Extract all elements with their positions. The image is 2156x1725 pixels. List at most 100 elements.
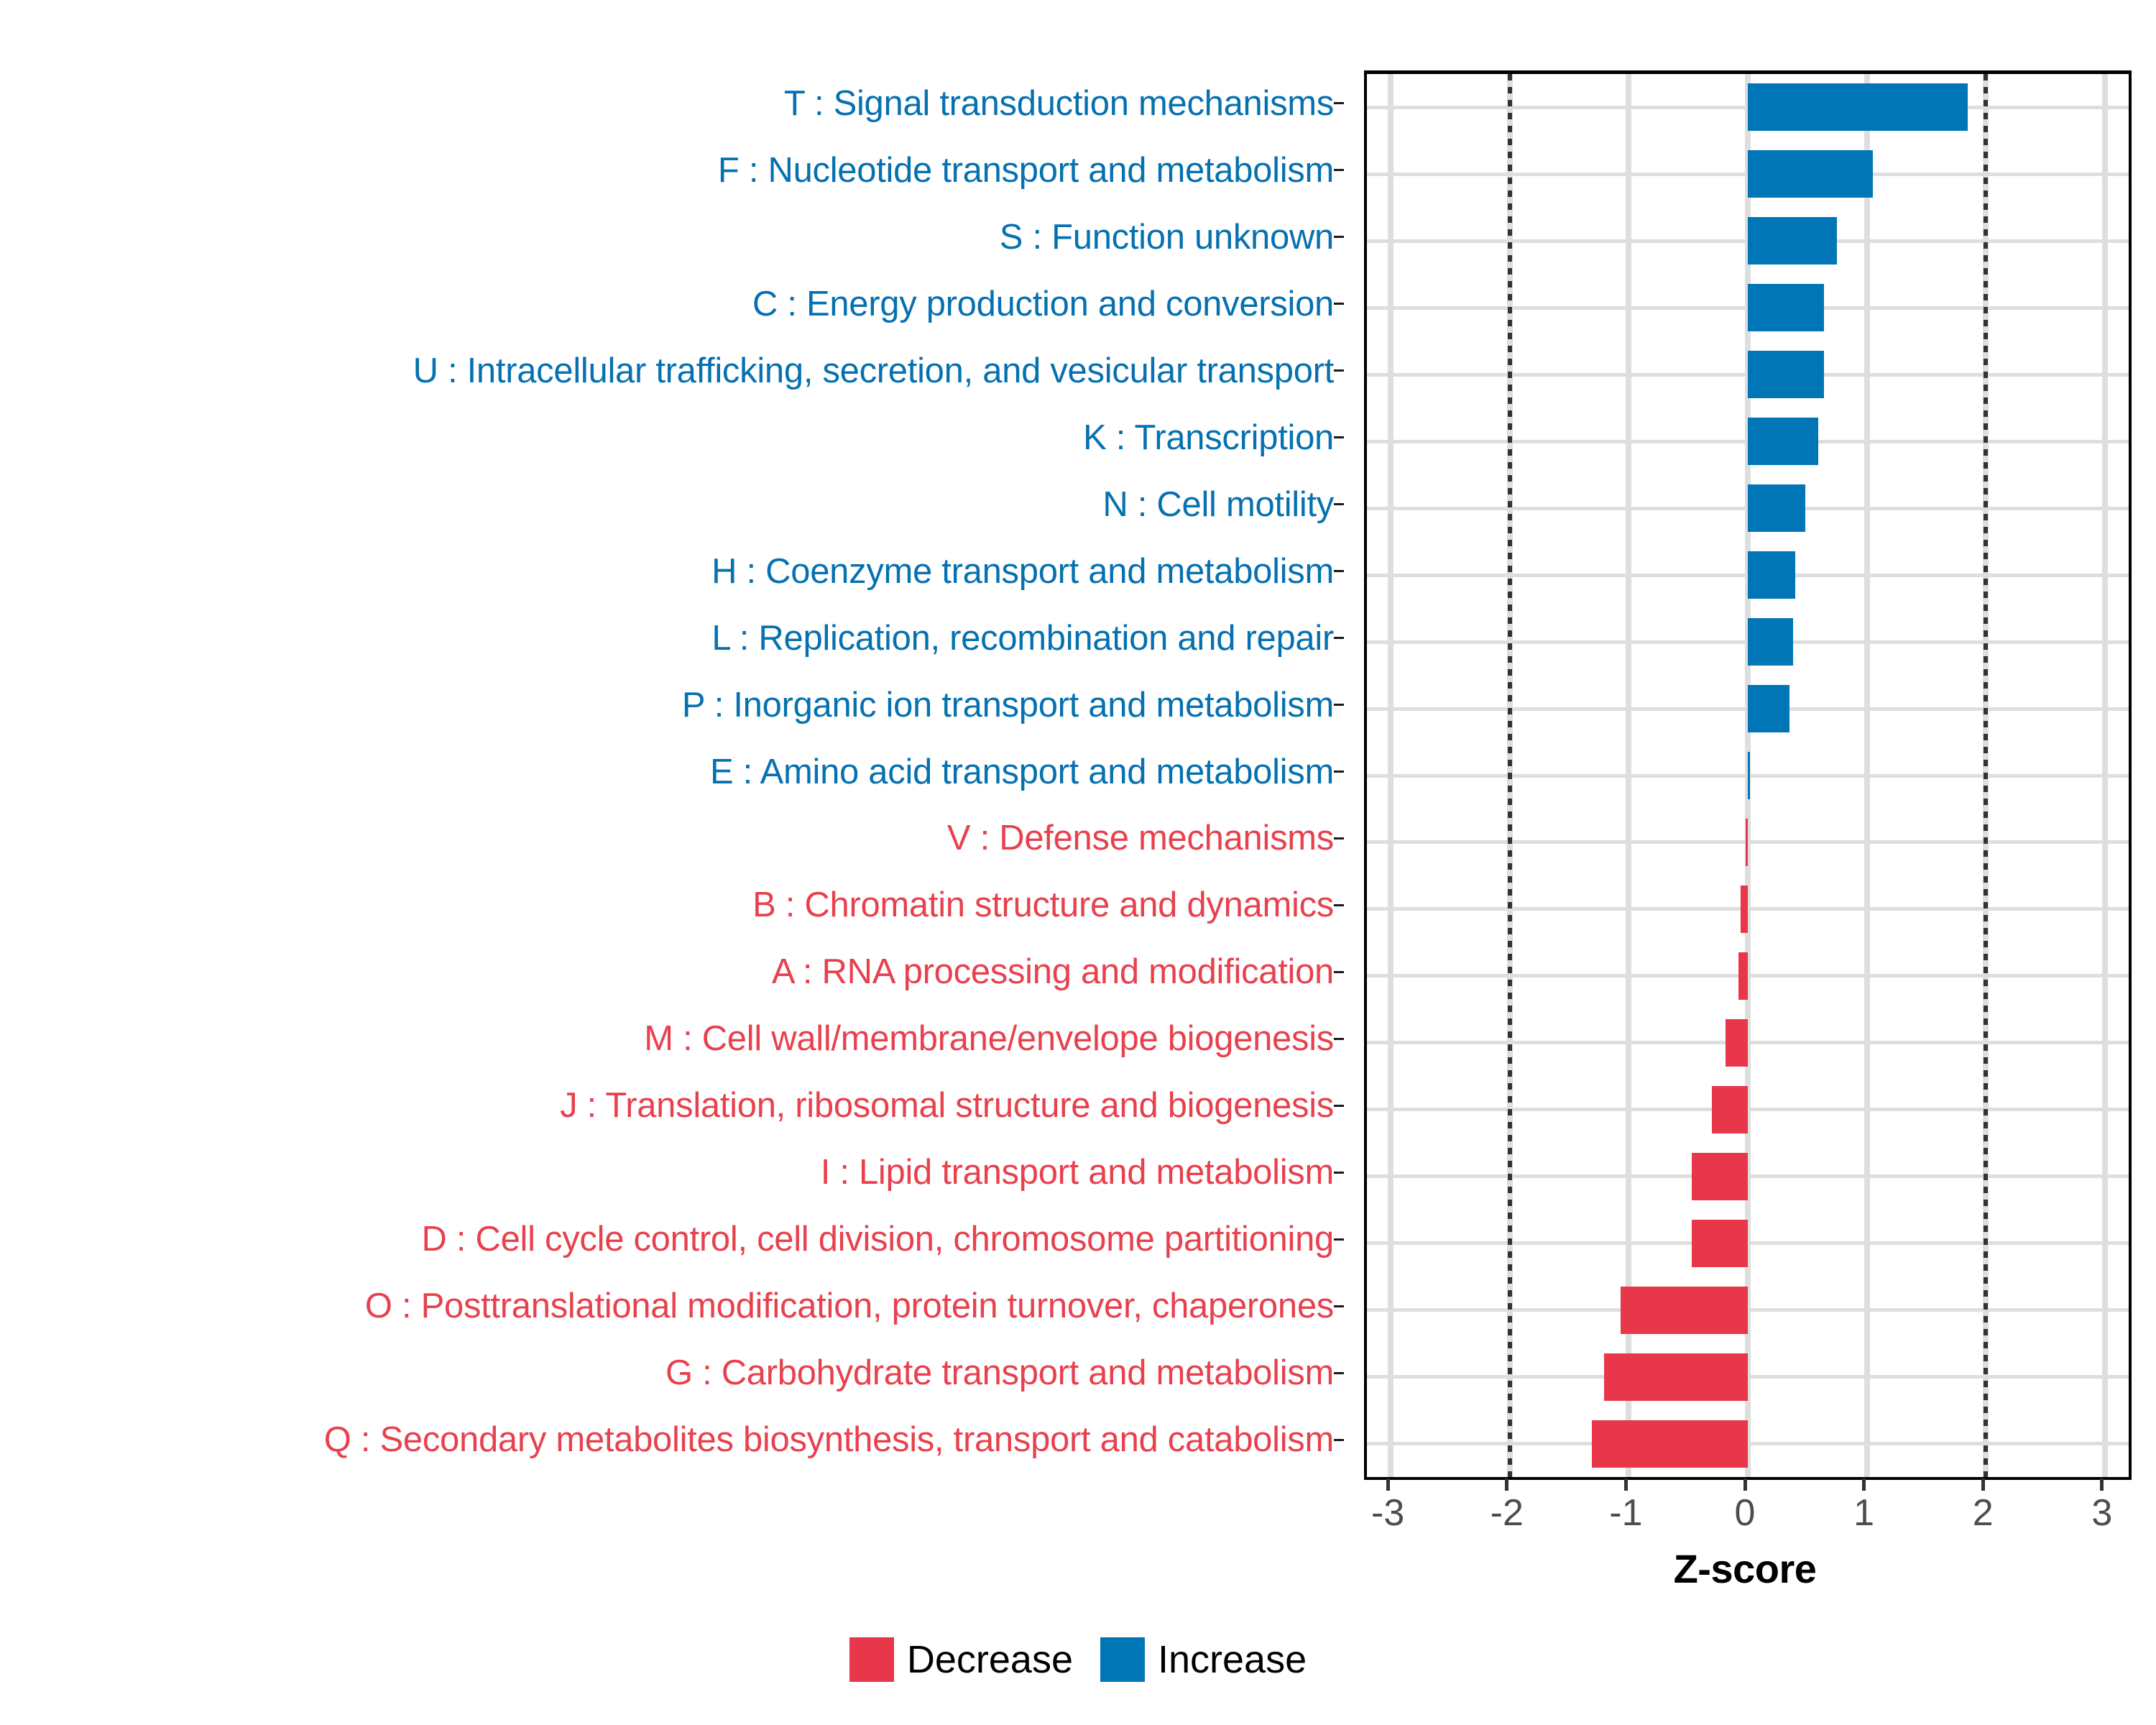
bar [1748,752,1751,799]
bar [1748,484,1805,533]
category-label-row: F : Nucleotide transport and metabolism [0,149,1344,192]
legend-swatch [849,1637,894,1682]
legend-swatch [1100,1637,1145,1682]
bar [1712,1085,1748,1133]
category-label: P : Inorganic ion transport and metaboli… [681,685,1334,724]
y-axis-tick-mark [1334,570,1344,573]
bar [1748,284,1824,332]
category-label: U : Intracellular trafficking, secretion… [413,351,1335,390]
bar [1741,885,1748,933]
y-axis-tick-mark [1334,1305,1344,1307]
bar [1748,685,1789,733]
x-axis-tick-label: 3 [2091,1492,2113,1534]
category-label: M : Cell wall/membrane/envelope biogenes… [644,1019,1334,1059]
category-label: N : Cell motility [1102,484,1334,524]
bar [1692,1152,1748,1200]
category-label: D : Cell cycle control, cell division, c… [421,1220,1334,1259]
gridline-vertical [2101,74,2108,1477]
bar [1592,1420,1748,1468]
y-axis-tick-mark [1334,970,1344,973]
y-axis-tick-mark [1334,169,1344,172]
bar [1748,83,1968,132]
plot-area [1367,74,2129,1477]
category-label-row: P : Inorganic ion transport and metaboli… [0,684,1344,727]
category-label: C : Energy production and conversion [752,284,1334,323]
x-axis-tick-mark [1623,1478,1628,1491]
category-label-row: O : Posttranslational modification, prot… [0,1285,1344,1328]
category-label: K : Transcription [1083,418,1334,457]
x-axis-tick-mark [1386,1478,1390,1491]
y-axis-tick-mark [1334,303,1344,305]
plot-panel [1364,70,2132,1480]
x-axis-tick-label: -1 [1609,1492,1643,1534]
x-axis-tick-mark [1981,1478,1985,1491]
category-label: O : Posttranslational modification, prot… [364,1287,1334,1326]
category-label-row: M : Cell wall/membrane/envelope biogenes… [0,1018,1344,1061]
bar [1620,1286,1748,1334]
category-label: I : Lipid transport and metabolism [820,1153,1335,1192]
x-axis-tick-label: 1 [1853,1492,1875,1534]
bar [1748,351,1824,399]
x-axis-tick-label: 2 [1972,1492,1994,1534]
category-label-row: U : Intracellular trafficking, secretion… [0,349,1344,392]
category-label-row: S : Function unknown [0,216,1344,259]
x-axis-tick-label: -2 [1490,1492,1524,1534]
y-axis-tick-mark [1334,503,1344,506]
y-axis-tick-mark [1334,770,1344,773]
category-label-row: A : RNA processing and modification [0,951,1344,994]
x-axis-tick-mark [1505,1478,1509,1491]
y-axis-tick-mark [1334,1037,1344,1040]
category-label-row: N : Cell motility [0,483,1344,526]
reference-line [1984,74,1989,1477]
gridline-vertical [1626,74,1632,1477]
category-label: V : Defense mechanisms [946,819,1334,858]
y-axis-tick-mark [1334,1171,1344,1174]
legend: Decrease Increase [0,1637,2156,1682]
category-label-row: D : Cell cycle control, cell division, c… [0,1218,1344,1261]
y-axis-tick-mark [1334,903,1344,906]
bar [1748,418,1818,466]
x-axis-tick-label: -3 [1371,1492,1405,1534]
x-axis-title: Z-score [1673,1546,1817,1591]
legend-label: Decrease [906,1638,1073,1681]
category-label-row: G : Carbohydrate transport and metabolis… [0,1352,1344,1395]
category-label: Q : Secondary metabolites biosynthesis, … [323,1420,1335,1460]
y-axis-tick-mark [1334,369,1344,372]
category-label: A : RNA processing and modification [771,952,1334,992]
category-label-row: Q : Secondary metabolites biosynthesis, … [0,1419,1344,1462]
legend-label: Increase [1157,1638,1307,1681]
legend-item: Increase [1100,1637,1307,1682]
category-label-row: I : Lipid transport and metabolism [0,1151,1344,1195]
x-axis-tick-mark [1862,1478,1866,1491]
category-label-row: L : Replication, recombination and repai… [0,617,1344,660]
bar [1748,618,1793,666]
category-label: L : Replication, recombination and repai… [711,618,1334,658]
category-label-row: C : Energy production and conversion [0,282,1344,326]
y-axis-tick-mark [1334,837,1344,840]
y-axis-tick-mark [1334,704,1344,707]
category-label-row: H : Coenzyme transport and metabolism [0,550,1344,593]
legend-item: Decrease [849,1637,1073,1682]
category-label: T : Signal transduction mechanisms [783,83,1334,123]
category-label: S : Function unknown [999,217,1335,257]
category-label: E : Amino acid transport and metabolism [709,752,1334,791]
bar [1692,1219,1748,1267]
category-axis-labels: T : Signal transduction mechanisms F : Nu… [0,70,1344,1473]
bar [1748,217,1838,265]
category-label: B : Chromatin structure and dynamics [752,886,1334,925]
category-label: H : Coenzyme transport and metabolism [711,551,1334,591]
y-axis-tick-mark [1334,102,1344,105]
y-axis-tick-mark [1334,637,1344,640]
y-axis-tick-mark [1334,236,1344,239]
x-axis-tick-mark [2100,1478,2104,1491]
x-axis-tick-mark [1743,1478,1747,1491]
bar [1745,818,1748,866]
category-label-row: J : Translation, ribosomal structure and… [0,1085,1344,1128]
y-axis-tick-mark [1334,1371,1344,1374]
category-label-row: E : Amino acid transport and metabolism [0,750,1344,794]
bar [1603,1353,1748,1401]
bar [1748,150,1873,198]
category-label-row: V : Defense mechanisms [0,817,1344,860]
gridline-vertical [1388,74,1394,1477]
